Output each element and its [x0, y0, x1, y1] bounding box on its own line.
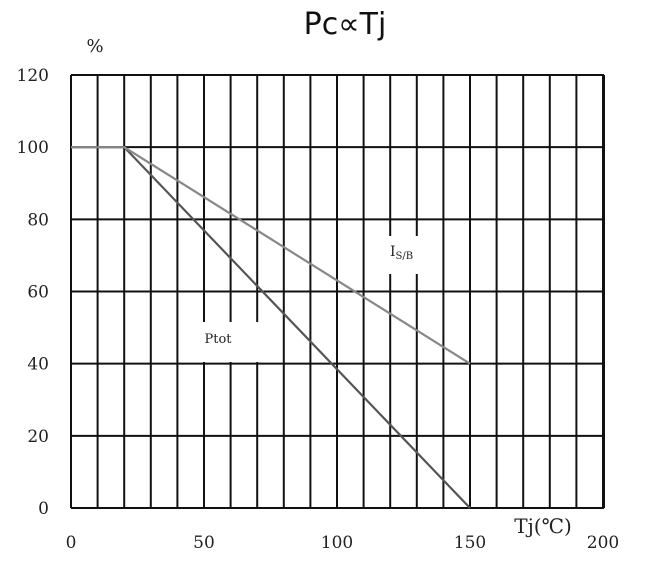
- x-tick-label: 200: [587, 533, 619, 553]
- ptot-label: Ptot: [204, 332, 232, 347]
- x-tick-label: 150: [454, 533, 486, 553]
- y-tick-label: 40: [27, 355, 49, 375]
- x-tick-label: 100: [321, 533, 353, 553]
- x-tick-labels: 0 50 100 150 200: [66, 533, 620, 553]
- x-tick-label: 50: [193, 533, 215, 553]
- y-tick-label: 20: [27, 427, 49, 447]
- grid: [70, 74, 605, 509]
- isb-label-sub: S/B: [396, 251, 414, 262]
- isb-label-main: I: [390, 244, 396, 260]
- series-line-is-b: [71, 146, 471, 365]
- y-tick-label: 80: [27, 210, 49, 230]
- isb-label-bg: [382, 236, 424, 274]
- y-tick-label: 100: [17, 138, 49, 158]
- y-tick-label: 120: [17, 66, 49, 86]
- x-tick-label: 0: [66, 533, 77, 553]
- x-axis-label: Tj(℃): [514, 514, 572, 538]
- chart-title: Pc∝Tj: [304, 7, 387, 42]
- y-tick-labels: 0 20 40 60 80 100 120: [17, 66, 49, 519]
- ptot-label-bg: [182, 322, 276, 362]
- y-axis-label: %: [86, 36, 103, 57]
- series-lines: [71, 146, 471, 509]
- y-tick-label: 0: [38, 499, 49, 519]
- isb-label: IS/B: [390, 244, 413, 262]
- y-tick-label: 60: [27, 283, 49, 303]
